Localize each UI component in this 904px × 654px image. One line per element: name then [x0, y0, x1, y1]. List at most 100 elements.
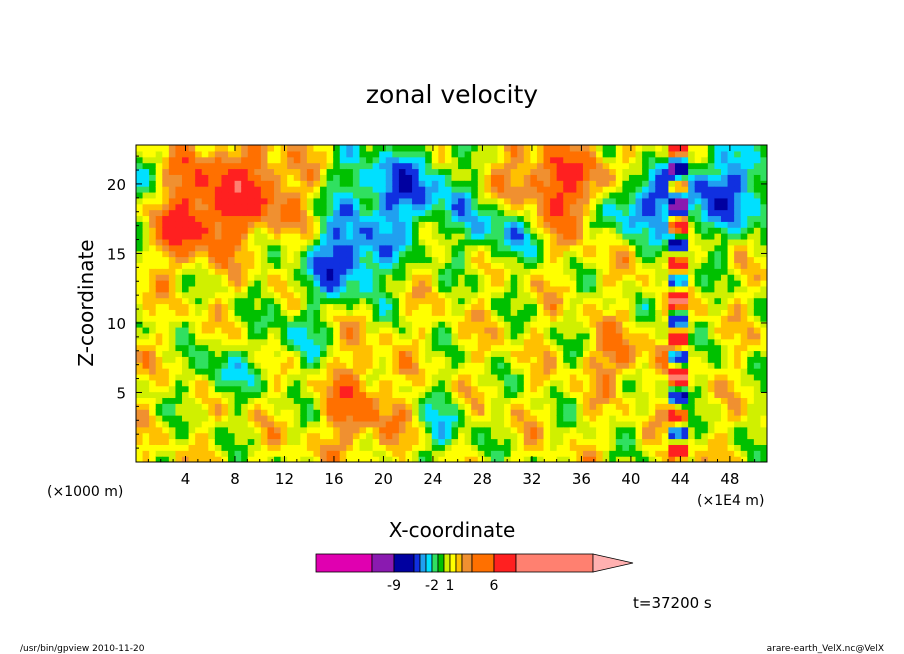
field-cell [609, 291, 617, 299]
field-cell [550, 215, 558, 222]
field-cell [287, 397, 295, 404]
field-cell [661, 391, 670, 399]
field-cell [300, 209, 308, 217]
field-cell [201, 191, 209, 199]
field-cell [247, 238, 255, 246]
field-cell [490, 444, 499, 451]
field-cell [438, 227, 446, 234]
field-cell [490, 450, 499, 457]
field-cell [681, 233, 689, 240]
field-cell [490, 344, 499, 352]
field-cell [536, 168, 545, 175]
field-cell [208, 350, 216, 357]
field-cell [241, 315, 249, 322]
field-cell [720, 309, 729, 316]
field-cell [306, 368, 315, 375]
field-cell [582, 291, 591, 299]
field-cell [444, 280, 453, 287]
field-cell [510, 227, 518, 234]
field-cell [234, 168, 242, 175]
field-cell [648, 303, 656, 310]
field-cell [228, 186, 236, 193]
field-cell [504, 344, 512, 352]
field-cell [228, 168, 236, 175]
field-cell [359, 168, 367, 175]
field-cell [418, 197, 426, 205]
field-cell [214, 262, 223, 269]
field-cell [635, 362, 643, 369]
field-cell [517, 356, 525, 363]
field-cell [563, 438, 571, 445]
field-cell [688, 373, 696, 381]
field-cell [280, 303, 288, 310]
field-cell [412, 397, 420, 404]
field-cell [287, 326, 295, 334]
field-cell [320, 156, 328, 164]
field-cell [530, 391, 538, 399]
field-cell [359, 162, 367, 170]
field-cell [168, 332, 177, 340]
field-cell [287, 315, 295, 322]
field-cell [471, 362, 479, 369]
field-cell [149, 180, 157, 187]
field-cell [471, 321, 479, 328]
field-cell [602, 409, 610, 416]
field-cell [714, 274, 722, 281]
field-cell [622, 332, 630, 340]
field-cell [425, 326, 433, 334]
field-cell [300, 233, 308, 240]
field-cell [320, 150, 328, 158]
field-cell [274, 332, 282, 340]
field-cell [681, 326, 689, 334]
field-cell [550, 203, 558, 211]
field-cell [333, 326, 341, 334]
field-cell [142, 350, 150, 357]
field-cell [661, 297, 670, 305]
field-cell [168, 250, 177, 258]
field-cell [517, 420, 525, 428]
field-cell [484, 403, 492, 410]
field-cell [241, 256, 249, 264]
field-cell [490, 280, 499, 287]
field-cell [576, 244, 584, 252]
field-cell [701, 338, 709, 346]
field-cell [168, 268, 177, 275]
field-cell [346, 391, 354, 399]
field-cell [333, 197, 341, 205]
field-cell [655, 180, 663, 187]
field-cell [458, 250, 466, 258]
field-cell [412, 180, 420, 187]
field-cell [234, 326, 242, 334]
field-cell [536, 215, 545, 222]
field-cell [306, 426, 315, 434]
field-cell [444, 285, 453, 293]
field-cell [707, 262, 716, 269]
field-cell [306, 238, 315, 246]
field-cell [372, 362, 380, 369]
field-cell [247, 403, 255, 410]
field-cell [642, 162, 650, 170]
field-cell [188, 186, 196, 193]
field-cell [228, 244, 236, 252]
field-cell [234, 162, 242, 170]
field-cell [136, 332, 144, 340]
field-cell [707, 315, 716, 322]
field-cell [536, 338, 545, 346]
field-cell [490, 221, 499, 228]
field-cell [201, 438, 209, 445]
field-cell [517, 209, 525, 217]
field-cell [425, 180, 433, 187]
field-cell [451, 432, 459, 440]
field-cell [714, 332, 722, 340]
field-cell [300, 432, 308, 440]
field-cell [444, 221, 453, 228]
field-cell [274, 191, 282, 199]
field-cell [201, 385, 209, 393]
field-cell [602, 373, 610, 381]
field-cell [490, 233, 499, 240]
field-cell [688, 256, 696, 264]
field-cell [287, 274, 295, 281]
field-cell [182, 391, 190, 399]
field-cell [431, 438, 439, 445]
field-cell [536, 444, 545, 451]
